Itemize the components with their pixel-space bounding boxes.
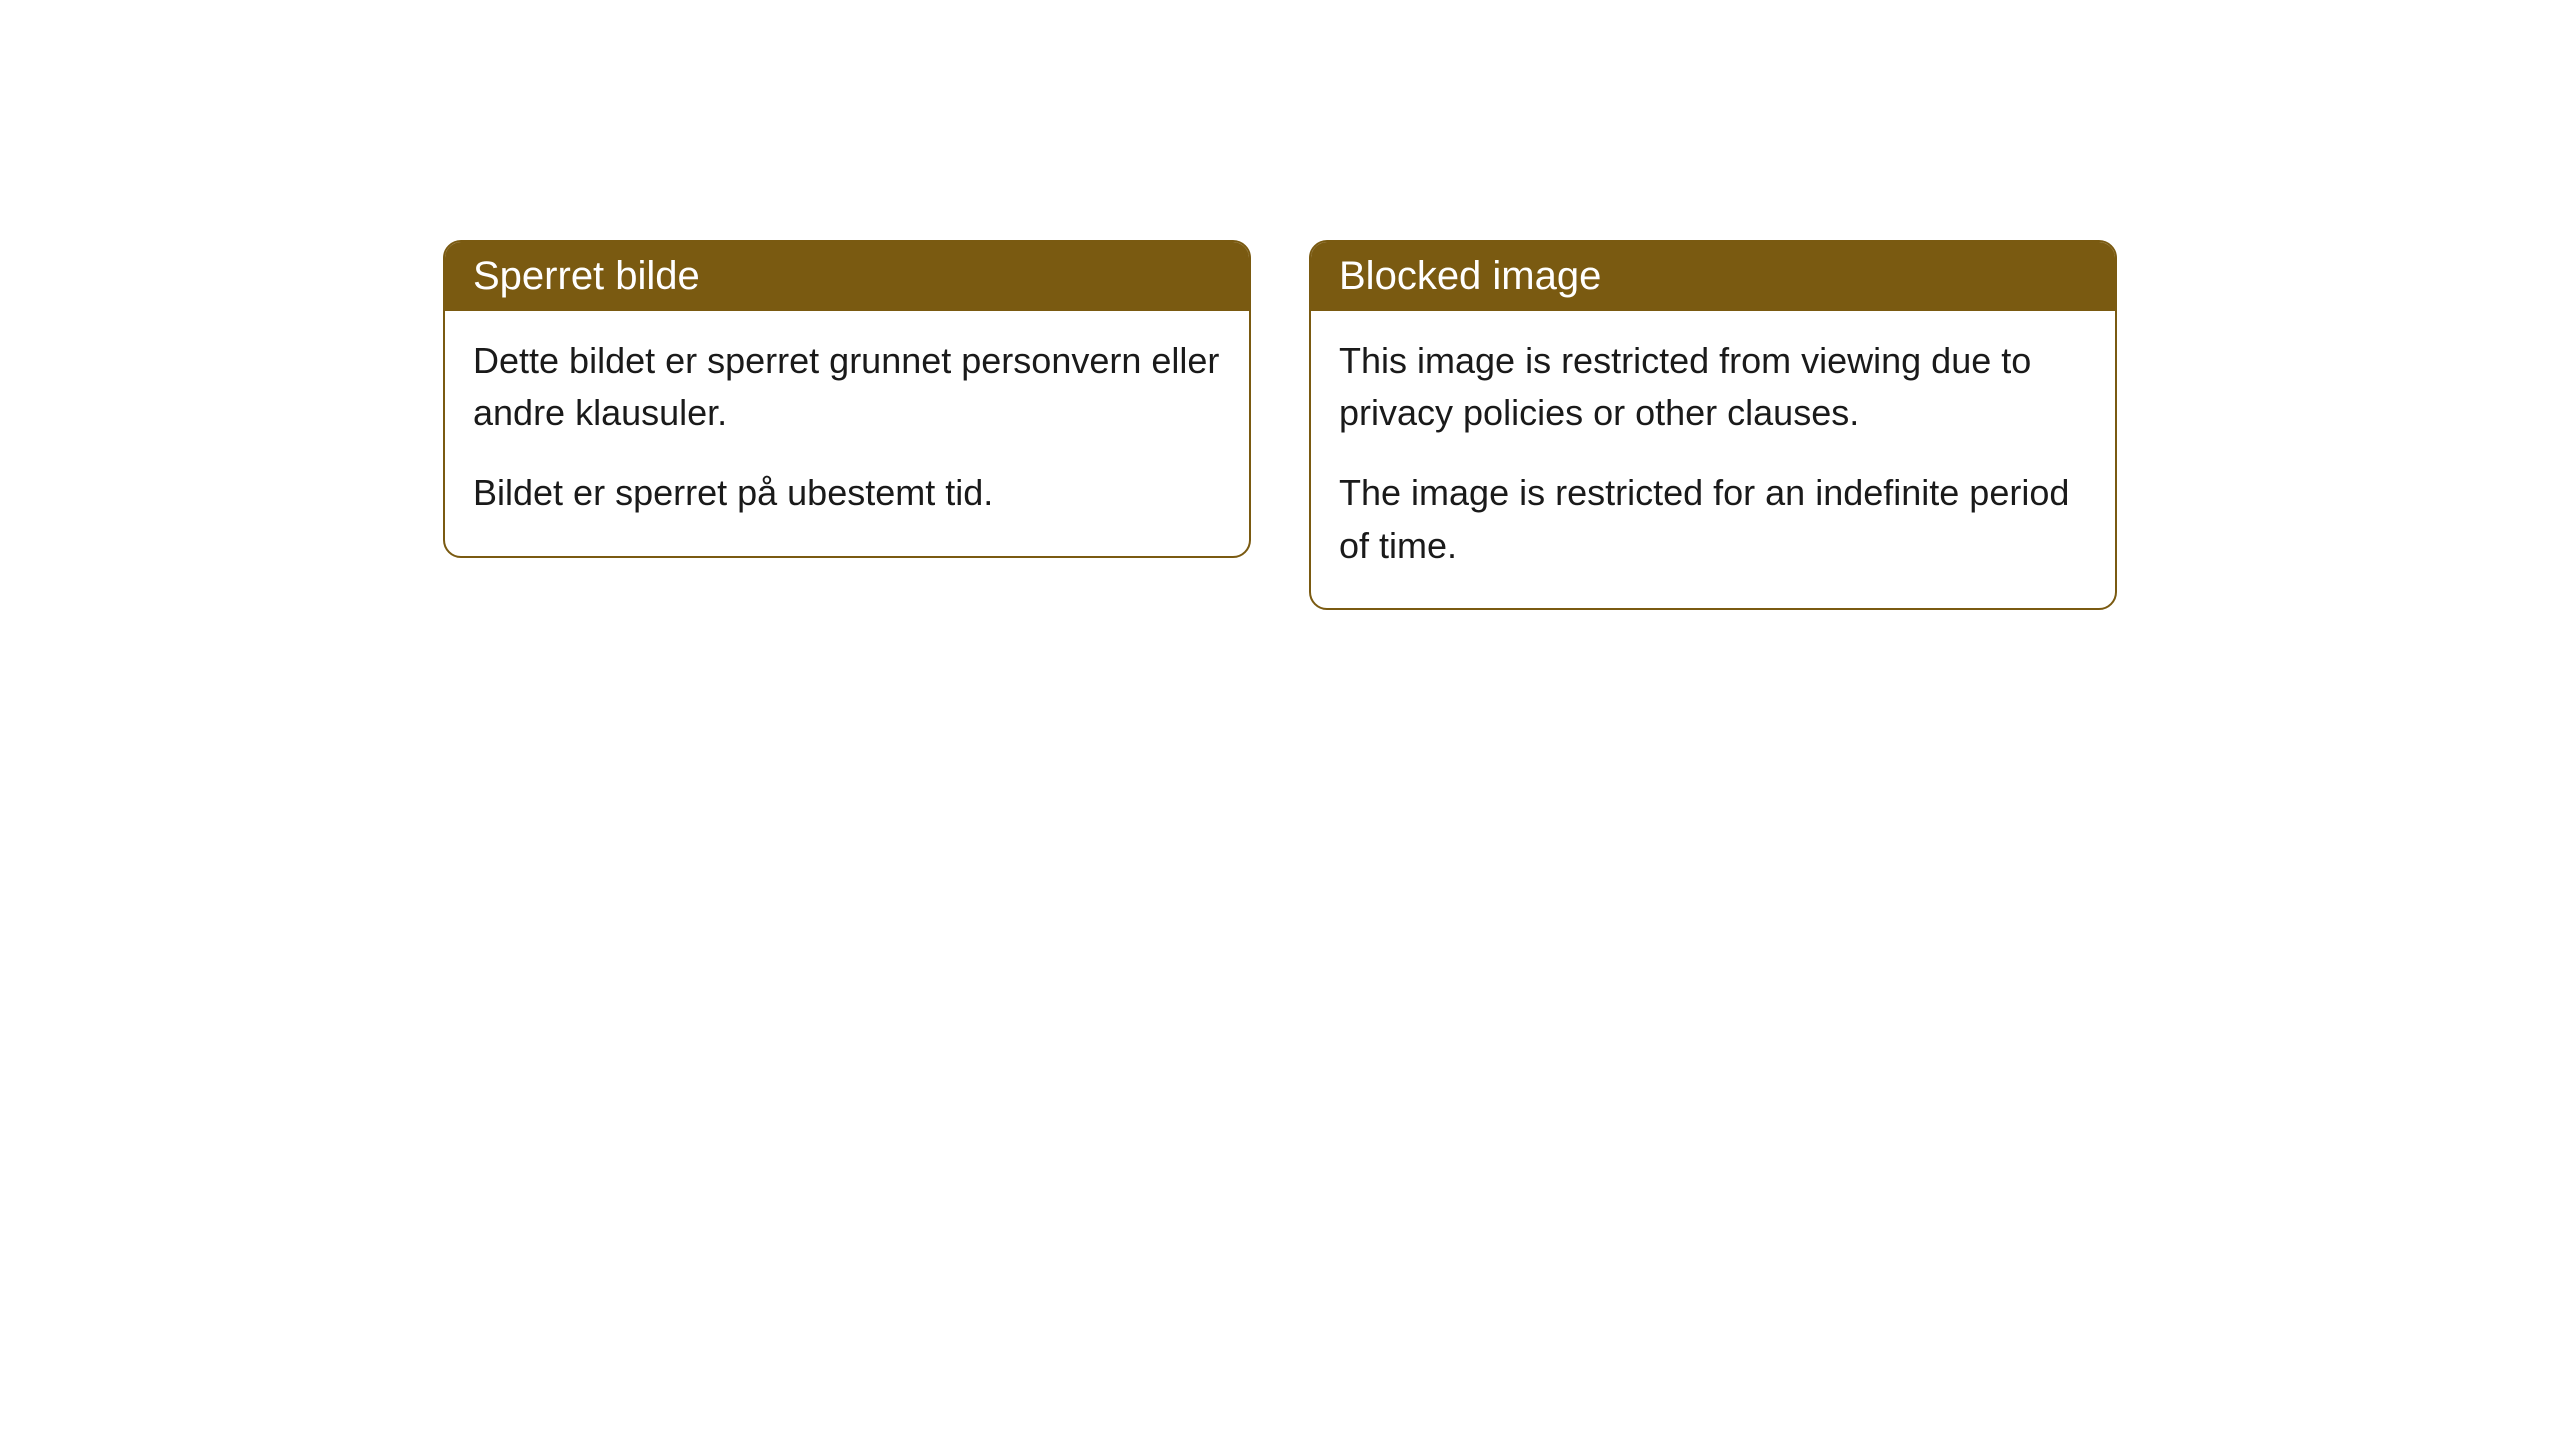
card-paragraph: The image is restricted for an indefinit… <box>1339 467 2087 571</box>
notice-cards-container: Sperret bilde Dette bildet er sperret gr… <box>443 240 2117 1440</box>
card-body-english: This image is restricted from viewing du… <box>1311 311 2115 608</box>
card-title-norwegian: Sperret bilde <box>445 242 1249 311</box>
card-body-norwegian: Dette bildet er sperret grunnet personve… <box>445 311 1249 556</box>
card-title-english: Blocked image <box>1311 242 2115 311</box>
notice-card-norwegian: Sperret bilde Dette bildet er sperret gr… <box>443 240 1251 558</box>
notice-card-english: Blocked image This image is restricted f… <box>1309 240 2117 610</box>
card-paragraph: Dette bildet er sperret grunnet personve… <box>473 335 1221 439</box>
card-paragraph: This image is restricted from viewing du… <box>1339 335 2087 439</box>
card-paragraph: Bildet er sperret på ubestemt tid. <box>473 467 1221 519</box>
